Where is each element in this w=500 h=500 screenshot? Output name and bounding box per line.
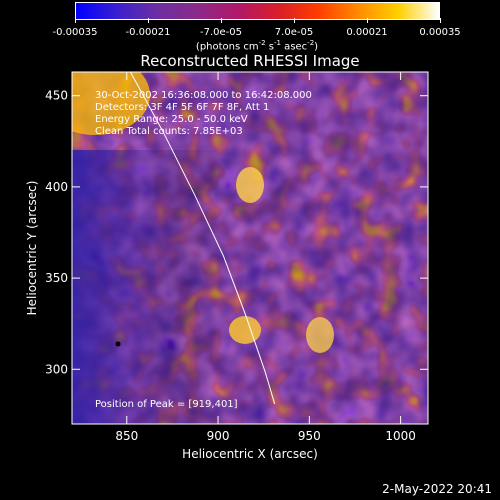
chart-title: Reconstructed RHESSI Image xyxy=(140,52,360,70)
x-axis-label: Heliocentric X (arcsec) xyxy=(182,447,318,461)
x-tick-label: 950 xyxy=(298,429,321,443)
colorbar-group: -0.00035 -0.00021 -7.0e-05 7.0e-05 0.00021 0.… xyxy=(0,0,500,60)
colorbar-tick-label: -7.0e-05 xyxy=(200,27,242,38)
y-tick-label: 350 xyxy=(45,271,68,285)
annotation-line: 30-Oct-2002 16:36:08.000 to 16:42:08.000 xyxy=(95,90,312,101)
heatmap-image xyxy=(72,72,428,424)
colorbar-tick-mark xyxy=(148,18,149,23)
peak-position-label: Position of Peak = [919,401] xyxy=(95,399,238,410)
colorbar-tick-mark xyxy=(221,18,222,23)
y-tick-label: 450 xyxy=(45,89,68,103)
colorbar-tick-mark xyxy=(75,18,76,23)
annotation-line: Energy Range: 25.0 - 50.0 keV xyxy=(95,114,248,125)
annotations: 30-Oct-2002 16:36:08.000 to 16:42:08.000… xyxy=(95,90,312,137)
colorbar-tick-label: 7.0e-05 xyxy=(274,27,314,38)
colorbar-tick-mark xyxy=(294,18,295,23)
x-tick-label: 1000 xyxy=(385,429,416,443)
x-tick-label: 850 xyxy=(115,429,138,443)
colorbar-tick-label: -0.00021 xyxy=(125,27,171,38)
annotation-line: Clean Total counts: 7.85E+03 xyxy=(95,126,243,137)
axes: 850 900 950 1000 300 350 400 450 xyxy=(45,72,428,443)
colorbar-tick-label: 0.00021 xyxy=(346,27,388,38)
colorbar-tick-label: -0.00035 xyxy=(52,27,98,38)
y-tick-label: 400 xyxy=(45,180,68,194)
y-axis-label: Heliocentric Y (arcsec) xyxy=(25,181,39,316)
colorbar-tick-mark xyxy=(440,18,441,23)
colorbar xyxy=(75,2,440,20)
colorbar-tick-label: 0.00035 xyxy=(419,27,461,38)
annotation-line: Detectors: 3F 4F 5F 6F 7F 8F, Att 1 xyxy=(95,102,269,113)
solar-limb-line xyxy=(129,71,276,405)
render-timestamp: 2-May-2022 20:41 xyxy=(382,482,492,496)
x-tick-label: 900 xyxy=(207,429,230,443)
y-tick-label: 300 xyxy=(45,362,68,376)
colorbar-unit-label: (photons cm-2 s-1 asec-2) xyxy=(195,39,319,53)
plot-frame xyxy=(71,71,429,425)
colorbar-tick-mark xyxy=(367,18,368,23)
